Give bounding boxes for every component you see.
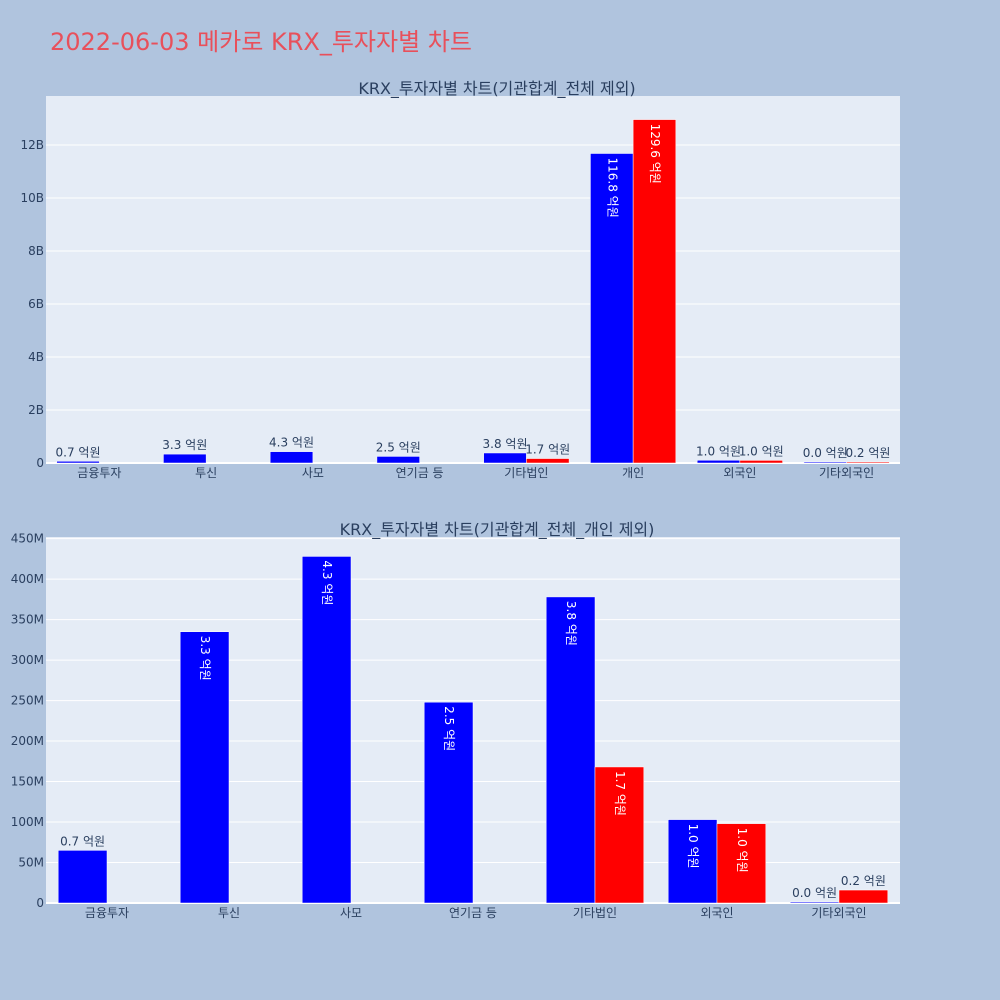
x-tick-label: 개인 [622,466,644,480]
data-label: 0.2 억원 [845,446,890,460]
bar-sell [846,461,890,464]
bar-sell [838,889,889,904]
data-label: 2.5 억원 [442,706,456,751]
y-tick-label: 450M [11,532,44,546]
x-tick-label: 기타법인 [573,906,617,920]
chart-title: KRX_투자자별 차트(기관합계_전체_개인 제외) [340,520,655,540]
bar-buy [590,153,634,464]
data-label: 0.7 억원 [56,445,101,459]
x-tick-label: 기타법인 [504,466,548,480]
data-label: 3.3 억원 [198,636,212,681]
y-tick-label: 200M [11,734,44,748]
y-tick-label: 6B [28,297,44,311]
chart-title: KRX_투자자별 차트(기관합계_전체 제외) [358,79,635,99]
y-tick-label: 0 [36,456,44,470]
y-tick-label: 150M [11,775,44,789]
data-label: 4.3 억원 [320,560,334,605]
y-tick-label: 100M [11,815,44,829]
data-label: 4.3 억원 [269,436,314,450]
data-label: 3.8 억원 [483,437,528,451]
y-tick-label: 4B [28,350,44,364]
plot-area [46,96,900,463]
bar-buy [376,456,420,464]
x-tick-label: 투신 [195,466,217,480]
x-tick-label: 기타외국인 [811,906,866,920]
x-tick-label: 금융투자 [85,906,129,920]
bar-sell [632,119,677,464]
bar-buy [789,901,840,904]
bar-buy [269,451,314,464]
y-tick-label: 400M [11,572,44,586]
data-label: 0.2 억원 [841,874,886,888]
bar-sell [739,460,783,464]
y-tick-label: 250M [11,694,44,708]
data-label: 1.0 억원 [739,444,784,458]
y-tick-label: 300M [11,653,44,667]
y-tick-label: 350M [11,613,44,627]
y-tick-label: 2B [28,403,44,417]
x-tick-label: 연기금 등 [449,906,497,920]
x-tick-label: 연기금 등 [396,466,444,480]
x-tick-label: 사모 [302,466,324,480]
data-label: 1.0 억원 [735,828,749,873]
bar-buy [301,556,352,904]
bar-buy [57,850,108,904]
data-label: 2.5 억원 [376,440,421,454]
chart-overall: 0 2B 4B 6B 8B 10B 12B KRX_투자자별 차트(기관합계_전체 제외) 금융… [20,79,900,480]
y-tick-label: 10B [20,191,44,205]
x-tick-label: 사모 [340,906,362,920]
data-label: 116.8 억원 [605,158,619,218]
data-label: 0.7 억원 [60,834,105,848]
y-tick-label: 50M [18,856,44,870]
y-tick-label: 8B [28,244,44,258]
data-label: 3.8 억원 [564,601,578,646]
bar-buy [667,819,718,904]
data-label: 3.3 억원 [162,438,207,452]
bar-buy [56,461,100,464]
data-label: 1.0 억원 [686,824,700,869]
bar-buy [423,701,474,904]
x-tick-label: 투신 [218,906,240,920]
bar-buy [483,452,527,464]
page-title: 2022-06-03 메카로 KRX_투자자별 차트 [50,28,472,56]
y-tick-label: 12B [20,138,44,152]
bar-buy [179,631,230,904]
data-label: 1.7 억원 [613,771,627,816]
x-tick-label: 외국인 [723,466,756,480]
data-label: 1.7 억원 [525,443,570,457]
data-label: 129.6 억원 [648,124,662,184]
bar-buy [545,596,596,904]
x-tick-label: 기타외국인 [819,466,874,480]
bar-sell [716,823,767,904]
x-tick-label: 외국인 [700,906,733,920]
bar-sell [594,766,645,904]
y-tick-label: 0 [36,896,44,910]
data-label: 0.0 억원 [803,446,848,460]
data-label: 1.0 억원 [696,444,741,458]
bar-sell [526,458,570,464]
x-tick-label: 금융투자 [77,466,121,480]
bar-buy [163,453,207,464]
data-label: 0.0 억원 [792,886,837,900]
